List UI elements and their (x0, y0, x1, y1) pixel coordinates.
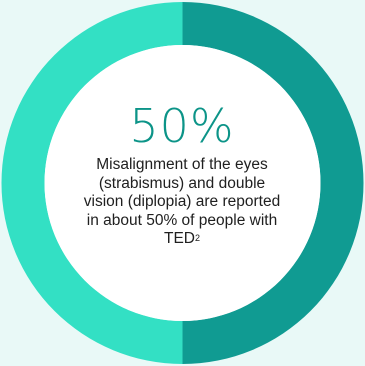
donut-slice-1 (182, 1, 364, 364)
donut-center-label: 50% Misalignment of the eyes (strabismus… (82, 100, 282, 249)
center-description: Misalignment of the eyes (strabismus) an… (82, 156, 282, 249)
footnote-reference: 2 (194, 233, 200, 243)
center-statistic: 50% (129, 99, 235, 153)
center-description-text: Misalignment of the eyes (strabismus) an… (83, 156, 281, 247)
donut-slice-2 (1, 2, 183, 365)
donut-hole (44, 45, 321, 321)
